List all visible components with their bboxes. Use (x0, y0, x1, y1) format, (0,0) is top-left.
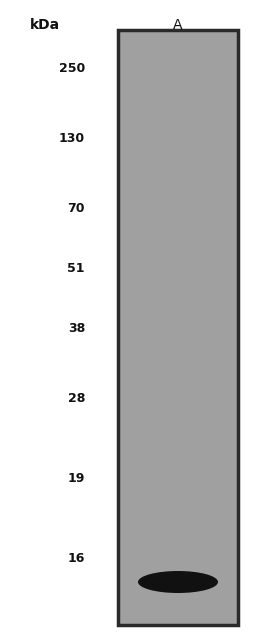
Ellipse shape (138, 571, 218, 593)
Text: 51: 51 (68, 261, 85, 275)
Text: 250: 250 (59, 61, 85, 75)
Bar (118, 30, 238, 625)
Text: 38: 38 (68, 322, 85, 334)
Text: kDa: kDa (30, 18, 60, 32)
Text: 130: 130 (59, 132, 85, 144)
Text: 19: 19 (68, 472, 85, 484)
Text: 16: 16 (68, 551, 85, 565)
Text: 28: 28 (68, 391, 85, 404)
Text: 70: 70 (68, 201, 85, 215)
Text: A: A (173, 18, 183, 32)
